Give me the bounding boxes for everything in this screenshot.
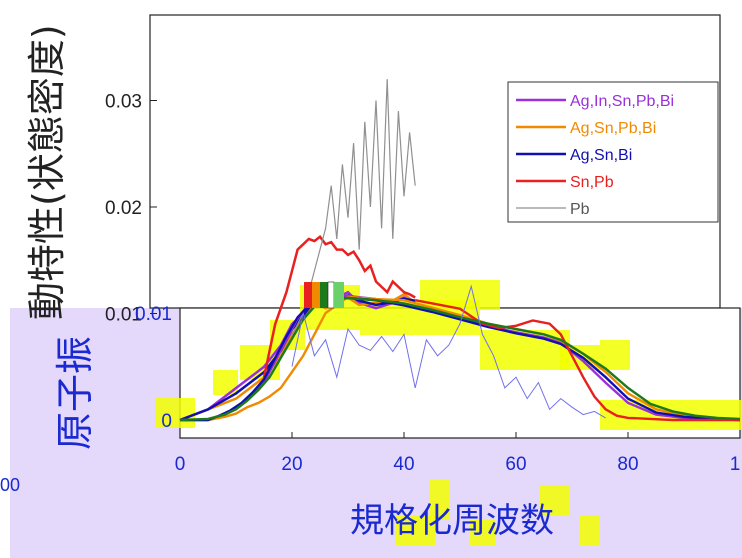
lower-panel-left-margin [0, 308, 10, 558]
highlight-box [600, 340, 630, 370]
x-tick-label: 60 [505, 454, 526, 475]
lower-series-line [414, 299, 740, 422]
legend-label: Ag,Sn,Bi [570, 147, 632, 164]
legend: Ag,In,Sn,Pb,Bi Ag,Sn,Pb,Bi Ag,Sn,Bi Sn,Pb Pb [507, 81, 719, 223]
lower-series-line [179, 296, 741, 422]
upper-series-line [291, 79, 416, 336]
stray-label: 00 [0, 475, 20, 495]
x-tick-label: 80 [617, 454, 638, 475]
highlight-box [213, 370, 238, 395]
x-tick-label: 0 [175, 454, 186, 475]
legend-label: Ag,Sn,Pb,Bi [570, 120, 656, 137]
highlight-box [470, 520, 495, 545]
upper-y-ticks: 0.01 0.02 0.03 [105, 92, 157, 326]
highlight-box [480, 330, 570, 370]
upper-series-line [262, 235, 416, 378]
legend-label: Ag,In,Sn,Pb,Bi [570, 93, 674, 110]
x-tick-label: 20 [281, 454, 302, 475]
highlight-box [155, 398, 195, 428]
lower-axis-ticks: 0 20 40 60 80 1 0 0.01 [135, 304, 741, 475]
legend-label: Sn,Pb [570, 174, 614, 191]
lower-y-tick-label: 0 [161, 411, 172, 432]
highlight-box [580, 515, 600, 545]
x-tick-label: 40 [393, 454, 414, 475]
upper-y-tick-label: 0.03 [105, 92, 142, 113]
highlight-box [540, 485, 570, 515]
highlight-box [430, 480, 450, 520]
highlight-box [420, 280, 500, 310]
color-strip [304, 281, 344, 309]
x-tick-label: 1 [730, 454, 741, 475]
lower-series-line [291, 284, 606, 419]
x-axis-label: 規格化周波数 [350, 501, 554, 541]
legend-label: Pb [570, 201, 590, 218]
upper-y-axis-label: 動特性(状態密度) [25, 24, 69, 320]
upper-y-tick-label: 0.02 [105, 198, 142, 219]
lower-y-axis-label: 原子振 [53, 336, 97, 450]
legend-box [507, 81, 719, 223]
lower-y-tick-label: 0.01 [135, 304, 172, 325]
lower-series-group [179, 284, 741, 422]
upper-y-tick-label: 0.01 [105, 305, 142, 326]
lower-series-line [180, 295, 741, 422]
highlight-box [395, 515, 435, 545]
